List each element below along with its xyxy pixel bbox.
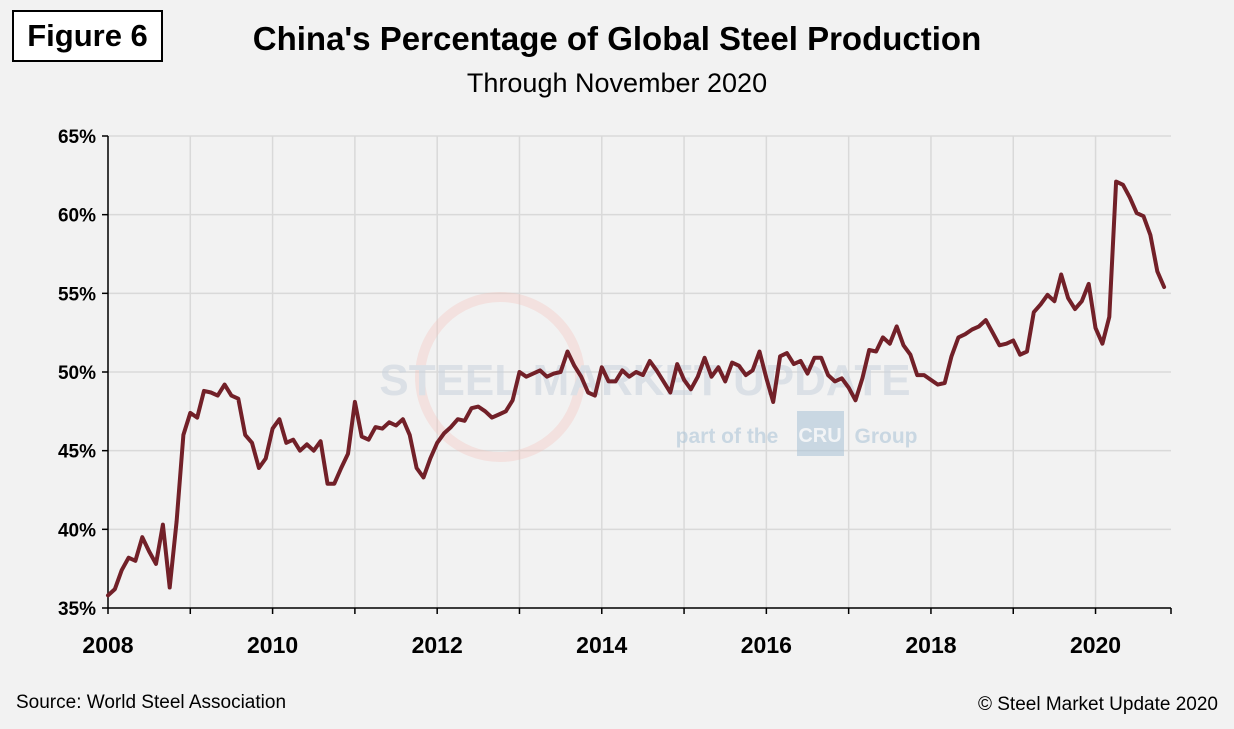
- x-tick-label: 2014: [576, 632, 627, 658]
- y-tick-label: 60%: [58, 206, 96, 227]
- series-line: [106, 179, 1167, 598]
- x-tick-label: 2020: [1070, 632, 1121, 658]
- x-tick-label: 2010: [247, 632, 298, 658]
- x-tick-label: 2008: [82, 632, 133, 658]
- figure-label: Figure 6: [12, 10, 163, 62]
- axes: [102, 135, 1172, 614]
- watermark-cru-box: [797, 411, 844, 456]
- grid: [108, 135, 1171, 608]
- y-tick-label: 35%: [58, 599, 96, 620]
- source-note: Source: World Steel Association: [16, 692, 287, 713]
- y-tick-labels: 35% 40% 45% 50% 55% 60% 65%: [58, 127, 96, 620]
- y-tick-label: 40%: [58, 520, 96, 541]
- y-tick-label: 65%: [58, 127, 96, 148]
- x-tick-labels: 2008 2010 2012 2014 2016 2018 2020: [82, 632, 1121, 658]
- y-tick-label: 55%: [58, 284, 96, 305]
- watermark-brand: STEEL MARKET UPDATE: [379, 356, 910, 405]
- x-tick-label: 2018: [905, 632, 956, 658]
- chart-title: China's Percentage of Global Steel Produ…: [252, 20, 982, 57]
- y-tick-label: 45%: [58, 442, 96, 463]
- watermark-tagline-post: Group: [855, 425, 918, 448]
- chart-subtitle: Through November 2020: [466, 68, 768, 98]
- watermark-cru-logo: CRU: [798, 425, 841, 447]
- watermark: STEEL MARKET UPDATE part of the CRU Grou…: [379, 292, 918, 462]
- watermark-tagline-pre: part of the: [676, 425, 779, 448]
- copyright-note: © Steel Market Update 2020: [977, 694, 1218, 715]
- x-tick-label: 2016: [741, 632, 792, 658]
- y-tick-label: 50%: [58, 363, 96, 384]
- x-tick-label: 2012: [412, 632, 463, 658]
